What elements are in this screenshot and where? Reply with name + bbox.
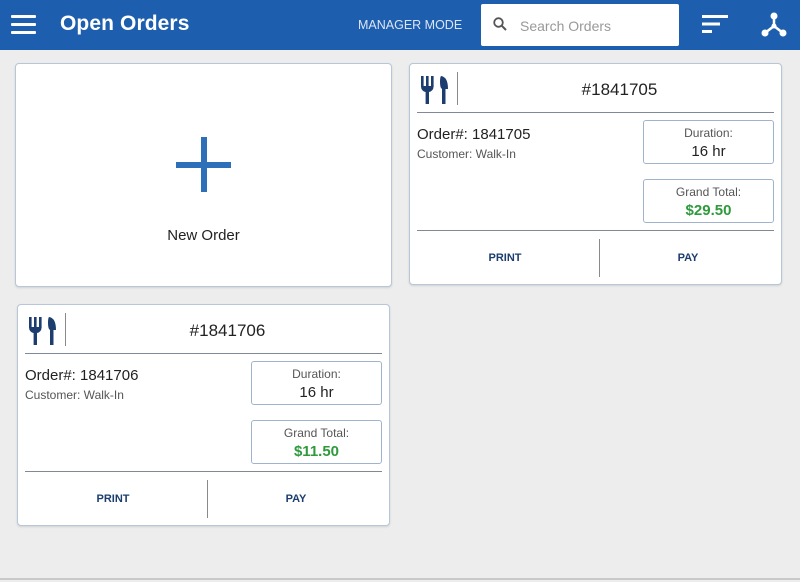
- duration-box: Duration: 16 hr: [251, 361, 382, 405]
- grand-total-label: Grand Total:: [675, 185, 742, 199]
- order-number: Order#: 1841706: [25, 367, 139, 384]
- order-card: #1841705 Order#: 1841705 Customer: Walk-…: [409, 63, 782, 285]
- duration-value: 16 hr: [299, 384, 334, 401]
- action-divider: [599, 239, 600, 277]
- order-card: #1841706 Order#: 1841706 Customer: Walk-…: [17, 304, 390, 526]
- divider: [25, 353, 382, 354]
- page-title: Open Orders: [60, 12, 190, 35]
- customer-label: Customer: Walk-In: [417, 147, 516, 161]
- grand-total-value: $29.50: [685, 202, 732, 219]
- duration-value: 16 hr: [691, 143, 726, 160]
- cutlery-icon: [29, 317, 56, 345]
- search-icon: [493, 17, 507, 31]
- new-order-card[interactable]: New Order: [15, 63, 392, 287]
- customer-label: Customer: Walk-In: [25, 388, 124, 402]
- cutlery-icon: [421, 76, 448, 104]
- order-header-number: #1841705: [581, 80, 658, 99]
- divider: [417, 230, 774, 231]
- order-number: Order#: 1841705: [417, 126, 531, 143]
- print-button[interactable]: PRINT: [488, 252, 522, 264]
- header-divider: [65, 313, 66, 346]
- search-input[interactable]: [518, 15, 672, 37]
- sort-icon[interactable]: [702, 13, 730, 35]
- duration-label: Duration:: [684, 126, 733, 140]
- pay-button[interactable]: PAY: [285, 493, 307, 505]
- menu-button[interactable]: [9, 13, 39, 35]
- grand-total-value: $11.50: [293, 443, 340, 460]
- header-divider: [457, 72, 458, 105]
- divider: [25, 471, 382, 472]
- app-bar: Open Orders MANAGER MODE: [0, 0, 800, 50]
- new-order-label: New Order: [167, 227, 240, 244]
- bottom-divider: [0, 578, 800, 580]
- action-divider: [207, 480, 208, 518]
- grand-total-box: Grand Total: $29.50: [643, 179, 774, 223]
- duration-box: Duration: 16 hr: [643, 120, 774, 164]
- divider: [417, 112, 774, 113]
- search-box[interactable]: [481, 4, 679, 46]
- grand-total-label: Grand Total:: [283, 426, 350, 440]
- order-header-number: #1841706: [189, 321, 266, 340]
- network-icon[interactable]: [760, 11, 788, 39]
- grand-total-box: Grand Total: $11.50: [251, 420, 382, 464]
- pay-button[interactable]: PAY: [677, 252, 699, 264]
- manager-mode-button[interactable]: MANAGER MODE: [358, 18, 463, 32]
- print-button[interactable]: PRINT: [96, 493, 130, 505]
- duration-label: Duration:: [292, 367, 341, 381]
